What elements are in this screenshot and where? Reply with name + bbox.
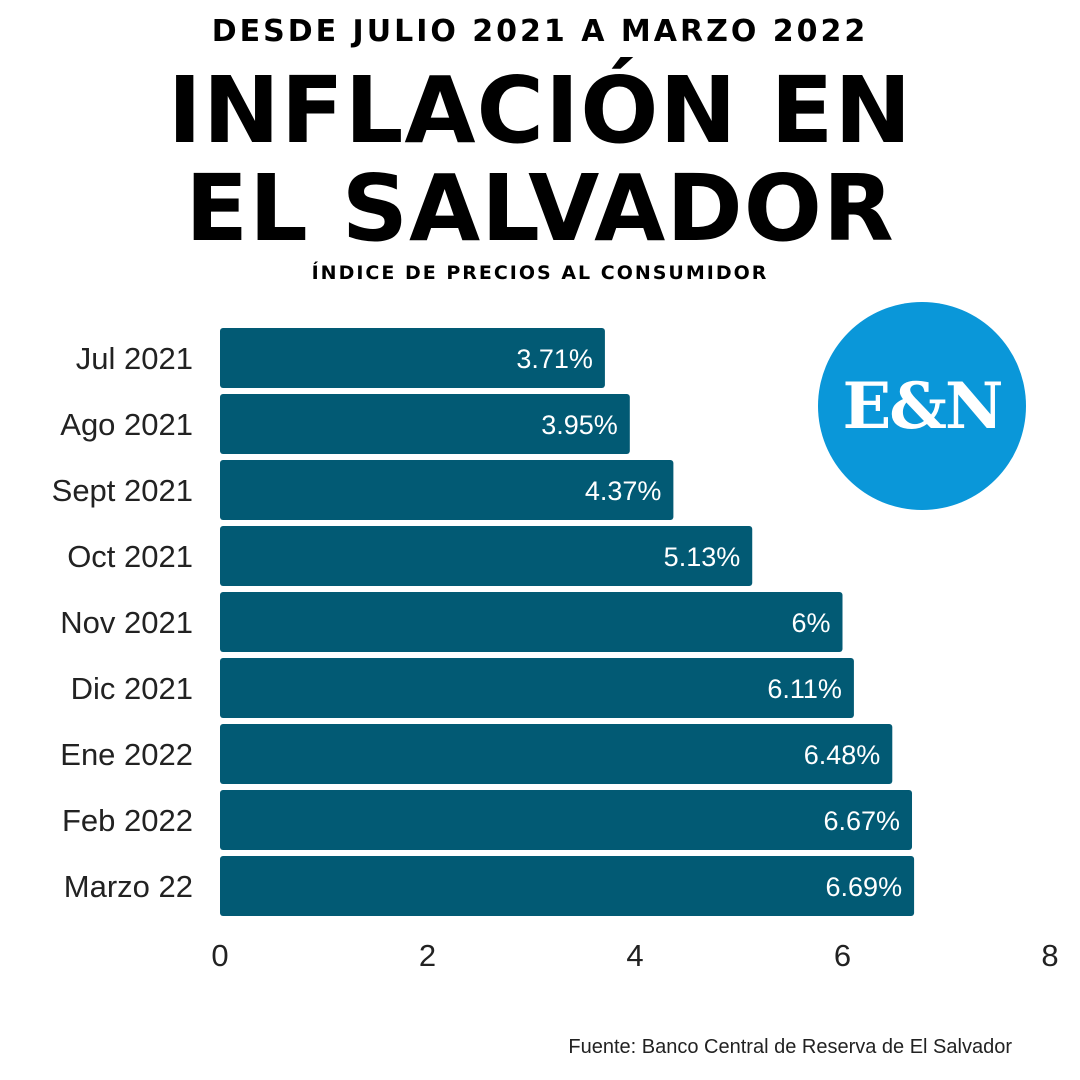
data-label: 6.67%	[823, 806, 900, 836]
page-title: INFLACIÓN EN EL SALVADOR	[0, 62, 1080, 258]
x-tick-label: 8	[1041, 938, 1058, 973]
data-label: 6%	[791, 608, 830, 638]
data-label: 6.11%	[767, 674, 842, 704]
bar	[220, 856, 915, 916]
data-label: 3.95%	[541, 410, 618, 440]
category-label: Dic 2021	[71, 671, 193, 706]
subtitle: ÍNDICE DE PRECIOS AL CONSUMIDOR	[311, 262, 769, 284]
title-line-1: INFLACIÓN EN	[167, 57, 913, 164]
data-label: 3.71%	[516, 344, 593, 374]
category-label: Marzo 22	[64, 869, 193, 904]
category-label: Ago 2021	[60, 407, 193, 442]
category-label: Nov 2021	[60, 605, 193, 640]
bar	[220, 526, 753, 586]
x-tick-label: 4	[626, 938, 643, 973]
category-label: Jul 2021	[76, 341, 193, 376]
data-label: 6.69%	[826, 872, 903, 902]
category-label: Oct 2021	[67, 539, 193, 574]
bar	[220, 592, 843, 652]
category-label: Feb 2022	[62, 803, 193, 838]
bar	[220, 394, 630, 454]
en-logo: E&N	[818, 302, 1026, 510]
bar	[220, 724, 893, 784]
supertitle: DESDE JULIO 2021 A MARZO 2022	[211, 14, 869, 49]
bar	[220, 658, 854, 718]
bar	[220, 460, 674, 520]
data-label: 5.13%	[664, 542, 741, 572]
logo-text: E&N	[842, 368, 1003, 444]
data-label: 4.37%	[585, 476, 662, 506]
x-tick-label: 6	[834, 938, 851, 973]
category-label: Ene 2022	[60, 737, 193, 772]
bar	[220, 328, 605, 388]
x-tick-label: 2	[419, 938, 436, 973]
bar	[220, 790, 913, 850]
x-tick-label: 0	[211, 938, 228, 973]
data-label: 6.48%	[804, 740, 881, 770]
source-note: Fuente: Banco Central de Reserva de El S…	[568, 1036, 1012, 1058]
category-label: Sept 2021	[52, 473, 193, 508]
title-line-2: EL SALVADOR	[185, 155, 895, 262]
